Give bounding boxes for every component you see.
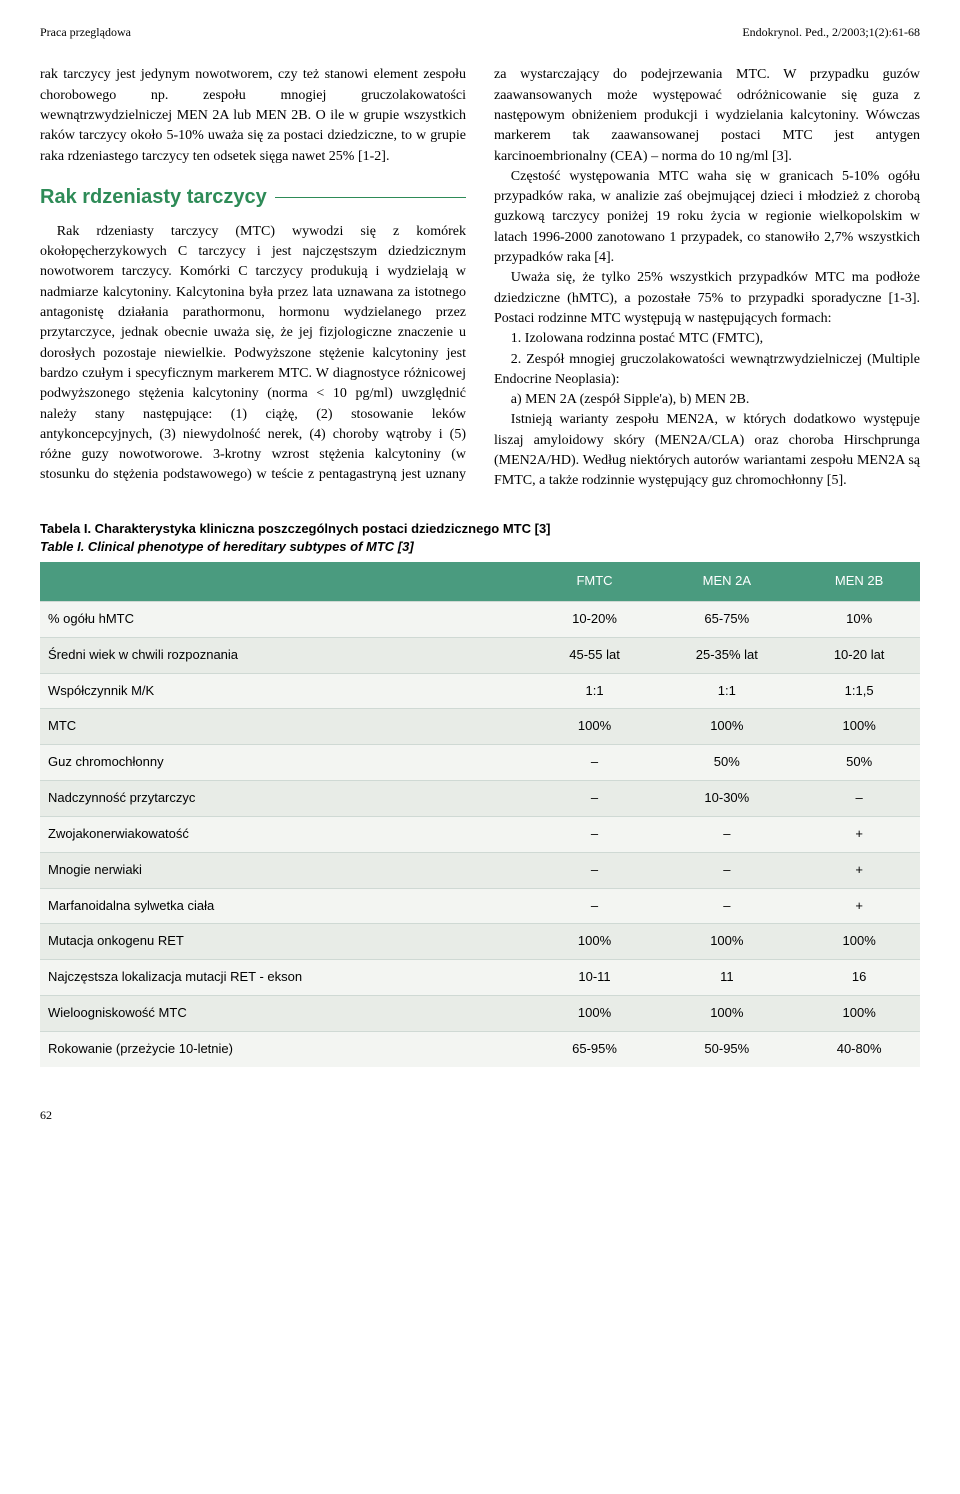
table-cell: Guz chromochłonny	[40, 745, 534, 781]
table-cell: 10-20 lat	[798, 637, 920, 673]
table-cell: 100%	[534, 709, 656, 745]
table-cell: Zwojakonerwiakowatość	[40, 816, 534, 852]
table-cell: 11	[655, 960, 798, 996]
table-cell: 100%	[534, 924, 656, 960]
table-cell: 25-35% lat	[655, 637, 798, 673]
table-row: MTC100%100%100%	[40, 709, 920, 745]
paragraph-3: Częstość występowania MTC waha się w gra…	[494, 167, 920, 268]
header-left: Praca przeglądowa	[40, 24, 131, 41]
table-head: FMTCMEN 2AMEN 2B	[40, 562, 920, 601]
table-cell: 50-95%	[655, 1031, 798, 1066]
paragraph-4: Uważa się, że tylko 25% wszystkich przyp…	[494, 268, 920, 329]
table-cell: 10-20%	[534, 601, 656, 637]
table-cell: Najczęstsza lokalizacja mutacji RET - ek…	[40, 960, 534, 996]
table-cell: Nadczynność przytarczyc	[40, 781, 534, 817]
table-row: Marfanoidalna sylwetka ciała––+	[40, 888, 920, 924]
table-cell: –	[655, 852, 798, 888]
table-cell: MTC	[40, 709, 534, 745]
table-cell: 100%	[798, 996, 920, 1032]
table-cell: 65-75%	[655, 601, 798, 637]
table-cell: 45-55 lat	[534, 637, 656, 673]
section-rule	[275, 197, 466, 198]
table-cell: 100%	[798, 709, 920, 745]
table-cell: –	[534, 888, 656, 924]
table-row: Średni wiek w chwili rozpoznania45-55 la…	[40, 637, 920, 673]
table-cell: 100%	[655, 996, 798, 1032]
list-item-2: 2. Zespół mnogiej gruczolakowatości wewn…	[494, 350, 920, 391]
table-cell: +	[798, 816, 920, 852]
table-row: % ogółu hMTC10-20%65-75%10%	[40, 601, 920, 637]
table-cell: –	[534, 745, 656, 781]
table-header-cell	[40, 562, 534, 601]
table-row: Guz chromochłonny–50%50%	[40, 745, 920, 781]
list-item-1: 1. Izolowana rodzinna postać MTC (FMTC),	[494, 329, 920, 349]
table-row: Współczynnik M/K1:11:11:1,5	[40, 673, 920, 709]
table-cell: 1:1	[655, 673, 798, 709]
table-cell: Wieloogniskowość MTC	[40, 996, 534, 1032]
body-text: rak tarczycy jest jedynym nowotworem, cz…	[40, 65, 920, 491]
header-right: Endokrynol. Ped., 2/2003;1(2):61-68	[742, 24, 920, 41]
table-body: % ogółu hMTC10-20%65-75%10%Średni wiek w…	[40, 601, 920, 1066]
table-row: Mutacja onkogenu RET100%100%100%	[40, 924, 920, 960]
table-cell: Współczynnik M/K	[40, 673, 534, 709]
table-row: Mnogie nerwiaki––+	[40, 852, 920, 888]
table-cell: Marfanoidalna sylwetka ciała	[40, 888, 534, 924]
paragraph-5: Istnieją warianty zespołu MEN2A, w który…	[494, 410, 920, 491]
table-cell: 1:1	[534, 673, 656, 709]
table-cell: 16	[798, 960, 920, 996]
table-cell: 10%	[798, 601, 920, 637]
table-cell: 100%	[534, 996, 656, 1032]
table-cell: Rokowanie (przeżycie 10-letnie)	[40, 1031, 534, 1066]
table-cell: –	[534, 852, 656, 888]
table-caption-en: Table I. Clinical phenotype of hereditar…	[40, 538, 920, 556]
table-cell: –	[534, 816, 656, 852]
table-cell: 65-95%	[534, 1031, 656, 1066]
table-captions: Tabela I. Charakterystyka kliniczna posz…	[40, 520, 920, 556]
list-item-2a: a) MEN 2A (zespół Sipple'a), b) MEN 2B.	[494, 390, 920, 410]
table-header-cell: MEN 2A	[655, 562, 798, 601]
table-cell: 1:1,5	[798, 673, 920, 709]
table-cell: 10-11	[534, 960, 656, 996]
table-cell: 100%	[655, 924, 798, 960]
table-row: Zwojakonerwiakowatość––+	[40, 816, 920, 852]
table-cell: –	[655, 816, 798, 852]
table-row: Najczęstsza lokalizacja mutacji RET - ek…	[40, 960, 920, 996]
table-cell: +	[798, 852, 920, 888]
table-cell: 50%	[655, 745, 798, 781]
page-number: 62	[40, 1107, 920, 1124]
table-cell: Mnogie nerwiaki	[40, 852, 534, 888]
table-cell: –	[655, 888, 798, 924]
table-cell: 100%	[798, 924, 920, 960]
table-row: Wieloogniskowość MTC100%100%100%	[40, 996, 920, 1032]
table-cell: 50%	[798, 745, 920, 781]
table-row: Rokowanie (przeżycie 10-letnie)65-95%50-…	[40, 1031, 920, 1066]
clinical-table: FMTCMEN 2AMEN 2B % ogółu hMTC10-20%65-75…	[40, 562, 920, 1067]
table-cell: –	[798, 781, 920, 817]
paragraph-1: rak tarczycy jest jedynym nowotworem, cz…	[40, 65, 466, 166]
table-header-cell: FMTC	[534, 562, 656, 601]
table-cell: 40-80%	[798, 1031, 920, 1066]
table-row: Nadczynność przytarczyc–10-30%–	[40, 781, 920, 817]
section-title: Rak rdzeniasty tarczycy	[40, 183, 466, 212]
table-cell: 10-30%	[655, 781, 798, 817]
table-cell: Średni wiek w chwili rozpoznania	[40, 637, 534, 673]
table-cell: –	[534, 781, 656, 817]
table-caption-pl: Tabela I. Charakterystyka kliniczna posz…	[40, 520, 920, 538]
table-cell: +	[798, 888, 920, 924]
section-title-text: Rak rdzeniasty tarczycy	[40, 183, 267, 212]
table-cell: Mutacja onkogenu RET	[40, 924, 534, 960]
table-cell: % ogółu hMTC	[40, 601, 534, 637]
table-cell: 100%	[655, 709, 798, 745]
table-header-cell: MEN 2B	[798, 562, 920, 601]
